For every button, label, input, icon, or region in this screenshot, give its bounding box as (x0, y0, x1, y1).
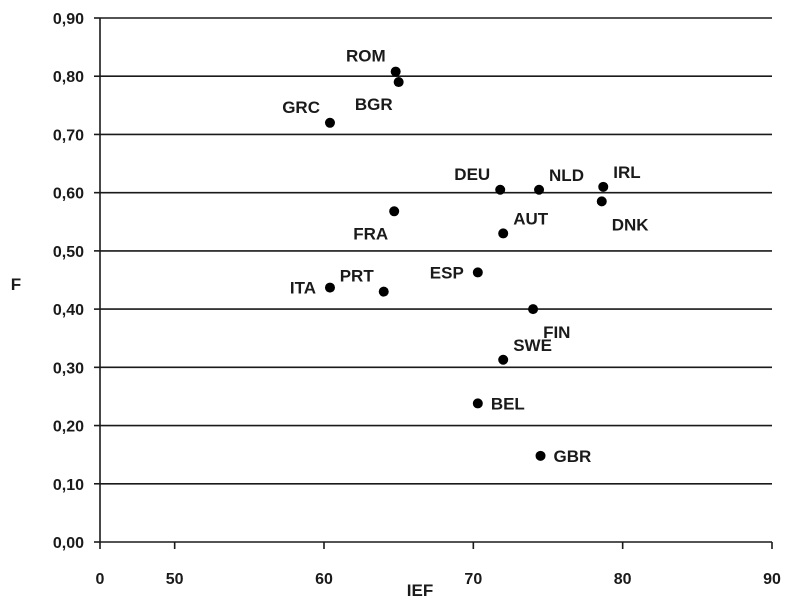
point-label-nld: NLD (549, 166, 584, 185)
y-tick-label: 0,10 (53, 477, 84, 494)
point-bel (472, 398, 483, 409)
point-label-fin: FIN (543, 323, 570, 342)
point-ita (324, 282, 335, 293)
point-label-swe: SWE (513, 336, 552, 355)
point-label-rom: ROM (346, 47, 386, 66)
x-tick-label: 80 (614, 571, 632, 588)
point-rom (390, 66, 401, 77)
x-tick-labels: 0 50 60 70 80 90 (96, 542, 781, 588)
point-esp (472, 267, 483, 278)
point-aut (498, 228, 509, 239)
x-tick-label: 90 (763, 571, 781, 588)
point-irl (598, 181, 609, 192)
x-tick-label: 70 (464, 571, 482, 588)
point-bgr (393, 77, 404, 88)
y-tick-label: 0,00 (53, 535, 84, 552)
data-points (324, 66, 609, 461)
y-tick-label: 0,40 (53, 302, 84, 319)
point-label-fra: FRA (353, 224, 388, 243)
point-label-deu: DEU (454, 165, 490, 184)
y-tick-label: 0,20 (53, 419, 84, 436)
point-swe (498, 354, 509, 365)
point-label-bgr: BGR (355, 95, 393, 114)
y-tick-label: 0,30 (53, 360, 84, 377)
point-prt (378, 286, 389, 297)
point-labels: ROM BGR GRC DEU NLD IRL DNK FRA AUT ESP PRT ITA FINS… (282, 47, 649, 466)
point-label-dnk: DNK (612, 215, 650, 234)
axes (99, 18, 772, 543)
y-tick-label: 0,70 (53, 127, 84, 144)
point-grc (324, 117, 335, 128)
point-label-gbr: GBR (554, 447, 592, 466)
point-label-irl: IRL (613, 163, 640, 182)
point-label-ita: ITA (290, 279, 316, 298)
y-tick-label: 0,60 (53, 186, 84, 203)
point-fra (389, 206, 400, 217)
y-tick-label: 0,80 (53, 69, 84, 86)
x-tick-label: 50 (166, 571, 184, 588)
point-label-aut: AUT (513, 209, 549, 228)
point-label-grc: GRC (282, 98, 320, 117)
y-tick-labels: 0,00 0,10 0,20 0,30 0,40 0,50 0,60 0,70 0,80 0,90 (53, 11, 100, 552)
x-tick-label: 0 (96, 571, 105, 588)
x-axis-label: IEF (407, 581, 433, 600)
point-label-bel: BEL (491, 394, 525, 413)
point-fin (528, 304, 539, 315)
point-nld (534, 184, 545, 195)
y-axis-label: F (11, 275, 21, 294)
point-label-esp: ESP (430, 263, 464, 282)
x-tick-label: 60 (315, 571, 333, 588)
point-dnk (596, 196, 607, 207)
y-tick-label: 0,50 (53, 244, 84, 261)
y-tick-label: 0,90 (53, 11, 84, 28)
grid-lines (100, 17, 772, 485)
point-deu (495, 184, 506, 195)
point-label-prt: PRT (340, 267, 375, 286)
point-gbr (535, 450, 546, 461)
